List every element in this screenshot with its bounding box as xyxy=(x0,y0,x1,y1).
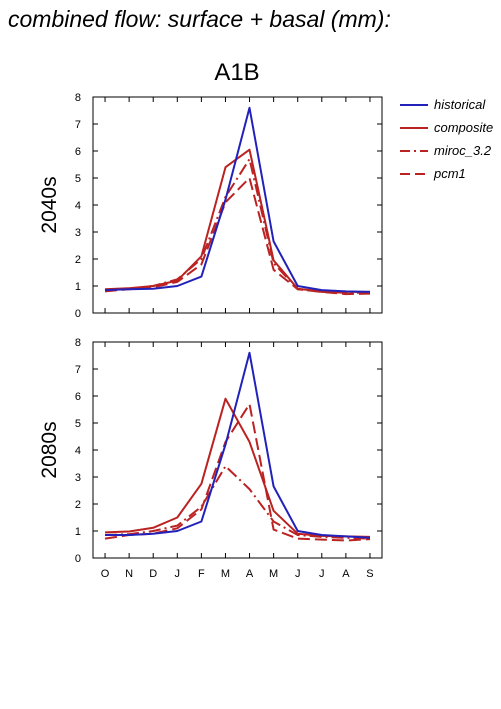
x-tick-label: S xyxy=(366,568,373,580)
y-tick-label: 4 xyxy=(75,200,81,212)
panel-label: 2040s xyxy=(38,176,61,233)
x-tick-label: J xyxy=(295,568,301,580)
x-tick-label: D xyxy=(149,568,157,580)
series-line-composite xyxy=(104,397,371,538)
legend: historical composite miroc_3.2 pcm1 xyxy=(400,97,493,181)
legend-label: pcm1 xyxy=(433,166,466,181)
panel-label: 2080s xyxy=(38,421,61,478)
y-tick-label: 3 xyxy=(75,472,81,484)
plot-frame xyxy=(92,341,383,559)
panel-2040s: 0 1 2 3 4 5 6 7 8 2040s xyxy=(38,92,383,320)
y-tick-label: 4 xyxy=(75,445,81,457)
x-tick-label: M xyxy=(221,568,230,580)
series-line-miroc_3.2 xyxy=(104,158,370,294)
y-tick-label: 2 xyxy=(75,254,81,266)
series-line-composite xyxy=(104,148,370,293)
x-tick-label: N xyxy=(125,568,133,580)
chart-title: A1B xyxy=(214,59,259,86)
series-line-historical xyxy=(104,106,371,293)
series-line-pcm1 xyxy=(104,177,371,296)
legend-label: miroc_3.2 xyxy=(434,143,492,158)
y-tick-label: 7 xyxy=(75,364,81,376)
legend-label: composite xyxy=(434,120,493,135)
y-tick-label: 0 xyxy=(75,308,81,320)
y-tick-label: 2 xyxy=(75,499,81,511)
y-tick-label: 6 xyxy=(75,391,81,403)
x-tick-label: J xyxy=(175,568,181,580)
y-tick-label: 3 xyxy=(75,227,81,239)
series-line-pcm1 xyxy=(104,403,371,542)
x-tick-label: A xyxy=(342,568,350,580)
x-tick-label: O xyxy=(101,568,110,580)
y-tick-label: 7 xyxy=(75,119,81,131)
series-line-historical xyxy=(105,351,371,539)
y-tick-label: 0 xyxy=(75,553,81,565)
page-title: combined flow: surface + basal (mm): xyxy=(8,6,391,32)
y-tick-label: 8 xyxy=(75,92,81,104)
x-tick-label: J xyxy=(319,568,325,580)
y-tick-label: 1 xyxy=(75,281,81,293)
plot-frame xyxy=(92,96,383,314)
legend-label: historical xyxy=(434,97,486,112)
x-tick-label: M xyxy=(269,568,278,580)
y-tick-label: 8 xyxy=(75,337,81,349)
y-tick-label: 5 xyxy=(75,173,81,185)
x-tick-label: A xyxy=(246,568,254,580)
panel-2080s: 0 1 2 3 4 5 6 7 8 O N D J F M A M J J A S 2080s xyxy=(38,337,383,580)
x-tick-label: F xyxy=(198,568,205,580)
y-tick-label: 6 xyxy=(75,146,81,158)
y-tick-label: 5 xyxy=(75,418,81,430)
y-tick-label: 1 xyxy=(75,526,81,538)
series-line-miroc_3.2 xyxy=(104,465,371,540)
